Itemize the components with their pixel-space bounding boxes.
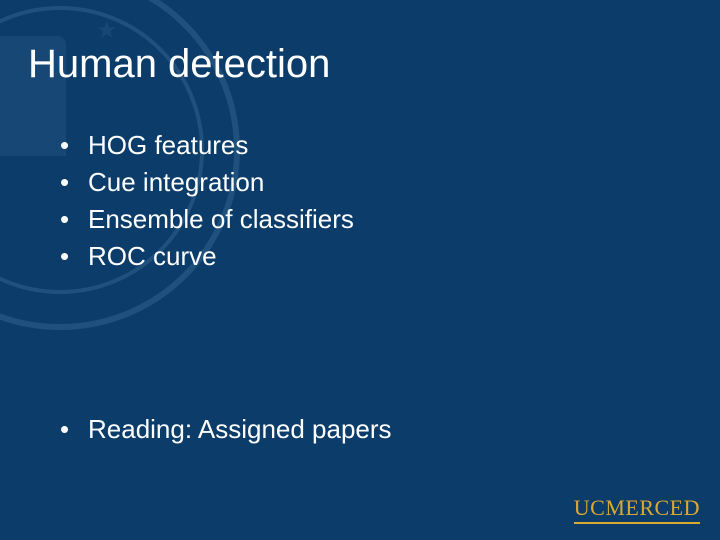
list-item: • HOG features — [60, 128, 354, 163]
logo-underline — [574, 522, 700, 524]
bullet-text: ROC curve — [88, 239, 217, 274]
list-item: • Ensemble of classifiers — [60, 202, 354, 237]
list-item: • ROC curve — [60, 239, 354, 274]
bullet-icon: • — [60, 202, 88, 237]
bullet-list-top: • HOG features • Cue integration • Ensem… — [60, 128, 354, 276]
ucmerced-logo: UCMERCED — [574, 495, 700, 524]
bullet-text: Ensemble of classifiers — [88, 202, 354, 237]
list-item: • Reading: Assigned papers — [60, 412, 392, 447]
bullet-list-bottom: • Reading: Assigned papers — [60, 412, 392, 449]
seal-star-icon: ★ — [96, 16, 118, 45]
slide-title: Human detection — [28, 42, 330, 87]
bullet-icon: • — [60, 412, 88, 447]
logo-suffix: MERCED — [605, 495, 700, 520]
bullet-text: Reading: Assigned papers — [88, 412, 392, 447]
bullet-text: Cue integration — [88, 165, 264, 200]
bullet-icon: • — [60, 239, 88, 274]
logo-prefix: UC — [574, 495, 606, 520]
list-item: • Cue integration — [60, 165, 354, 200]
bullet-icon: • — [60, 128, 88, 163]
bullet-icon: • — [60, 165, 88, 200]
bullet-text: HOG features — [88, 128, 248, 163]
